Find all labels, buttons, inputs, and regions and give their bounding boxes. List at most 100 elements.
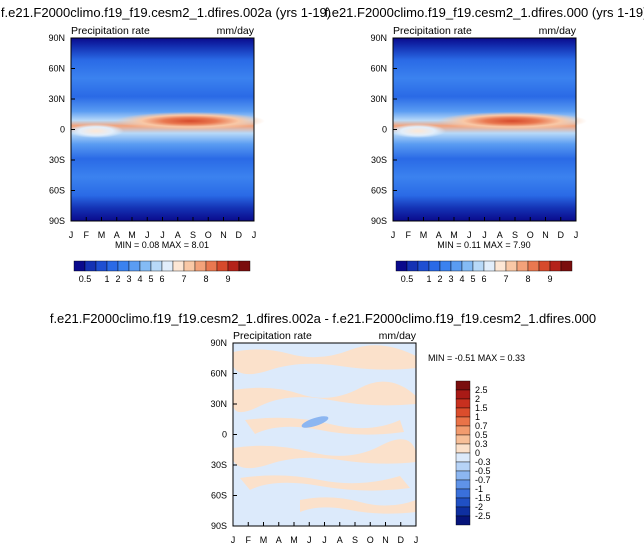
colorbar3-swatch bbox=[455, 461, 471, 472]
colorbar2-swatch bbox=[549, 260, 562, 272]
colorbar3-swatch bbox=[455, 434, 471, 445]
panel3-units: mm/day bbox=[379, 330, 417, 342]
colorbar1-swatch bbox=[84, 260, 97, 272]
colorbar3-swatch bbox=[455, 479, 471, 490]
panel2-itcz-band bbox=[437, 112, 587, 130]
panel1-x-tick-label: J bbox=[145, 230, 150, 240]
panel1-stats: MIN = 0.08 MAX = 8.01 bbox=[115, 240, 209, 250]
colorbar3-swatch bbox=[455, 506, 471, 517]
panel3-y-tick-label: 60N bbox=[210, 369, 227, 379]
panel2-title: f.e21.F2000climo.f19_f19.cesm2_1.dfires.… bbox=[324, 5, 644, 20]
colorbar3-label: 0.7 bbox=[475, 421, 488, 431]
colorbars: 0.5 1 2 3 4 5 6 7 8 9 0.5 1 2 3 4 5 6 7 8 92.521.510.70.50.… bbox=[73, 260, 573, 526]
colorbar3-label: 0 bbox=[475, 448, 480, 458]
panel3-positive-patches bbox=[232, 345, 416, 514]
colorbar3-label: 0.5 bbox=[475, 430, 488, 440]
colorbar3-label: -1.5 bbox=[475, 493, 491, 503]
panel2-x-tick-label: J bbox=[391, 230, 396, 240]
colorbar2-label: 0.5 bbox=[401, 274, 414, 284]
panel2-x-tick-label: O bbox=[527, 230, 534, 240]
panel1-x-tick-label: S bbox=[190, 230, 196, 240]
colorbar1-label: 2 bbox=[115, 274, 120, 284]
panel3-x-tick-label: O bbox=[367, 535, 374, 545]
panel3-x-tick-label: A bbox=[276, 535, 282, 545]
panel1-y-tick-label: 60N bbox=[48, 64, 65, 74]
colorbar2-label: 4 bbox=[459, 274, 464, 284]
colorbar3-swatch bbox=[455, 425, 471, 436]
colorbar1-swatch bbox=[238, 260, 251, 272]
colorbar2-swatch bbox=[516, 260, 529, 272]
panel1-warm-patch bbox=[68, 124, 124, 138]
panel2-y-tick-label: 60S bbox=[371, 186, 387, 196]
colorbar1-swatch bbox=[227, 260, 240, 272]
panel1-x-tick-label: N bbox=[220, 230, 227, 240]
colorbar3-swatch bbox=[455, 497, 471, 508]
colorbar2-swatch bbox=[560, 260, 573, 272]
colorbar2-label: 2 bbox=[437, 274, 442, 284]
colorbar1-label: 7 bbox=[181, 274, 186, 284]
panel3-y-tick-label: 60S bbox=[211, 491, 227, 501]
colorbar3-swatch bbox=[455, 488, 471, 499]
colorbar2-swatch bbox=[439, 260, 452, 272]
colorbar3-label: -0.3 bbox=[475, 457, 491, 467]
panel1-x-tick-label: F bbox=[84, 230, 90, 240]
colorbar3-swatch bbox=[455, 380, 471, 391]
colorbar3-label: -1 bbox=[475, 484, 483, 494]
panel1-y-tick-label: 60S bbox=[49, 186, 65, 196]
panel1-x-tick-label: A bbox=[175, 230, 181, 240]
panel1-units: mm/day bbox=[217, 25, 255, 37]
colorbar3-label: 1 bbox=[475, 412, 480, 422]
panel2-x-tick-label: J bbox=[482, 230, 487, 240]
colorbar1-swatch bbox=[205, 260, 218, 272]
colorbar1-swatch bbox=[106, 260, 119, 272]
panel3-y-tick-label: 90N bbox=[210, 338, 227, 348]
panel3-y-tick-label: 0 bbox=[222, 430, 227, 440]
colorbar1-swatch bbox=[128, 260, 141, 272]
panel3-x-tick-label: M bbox=[290, 535, 298, 545]
panel3-left-label: Precipitation rate bbox=[233, 330, 312, 342]
panel2-left-label: Precipitation rate bbox=[393, 25, 472, 37]
panel1-x-tick-label: J bbox=[160, 230, 165, 240]
panel2-x-tick-label: N bbox=[542, 230, 549, 240]
panel2-x-tick-label: S bbox=[512, 230, 518, 240]
panel3-title: f.e21.F2000climo.f19_f19.cesm2_1.dfires.… bbox=[50, 311, 596, 326]
panel2-x-tick-label: F bbox=[406, 230, 412, 240]
colorbar3-swatch bbox=[455, 416, 471, 427]
panel2-x-tick-label: M bbox=[450, 230, 458, 240]
panel2-x-tick-label: J bbox=[574, 230, 579, 240]
colorbar1-swatch bbox=[117, 260, 130, 272]
colorbar3-swatch bbox=[455, 515, 471, 526]
colorbar3-swatch bbox=[455, 398, 471, 409]
colorbar2-swatch bbox=[527, 260, 540, 272]
panel3-x-tick-label: S bbox=[352, 535, 358, 545]
colorbar1-label: 3 bbox=[126, 274, 131, 284]
panel1-y-tick-label: 90N bbox=[48, 33, 65, 43]
panel2-y-tick-label: 60N bbox=[370, 64, 387, 74]
colorbar1-swatch bbox=[161, 260, 174, 272]
panel1-plot: Precipitation rate mm/day bbox=[68, 25, 265, 222]
panel2-stats: MIN = 0.11 MAX = 7.90 bbox=[437, 240, 530, 250]
panel2-y-tick-label: 0 bbox=[382, 125, 387, 135]
colorbar3-label: 0.3 bbox=[475, 439, 488, 449]
panel3-plot: Precipitation rate mm/day MIN = -0.51 MA… bbox=[232, 330, 525, 527]
panel2-x-tick-label: A bbox=[497, 230, 503, 240]
panel1-left-label: Precipitation rate bbox=[71, 25, 150, 37]
panel3-x-tick-label: A bbox=[337, 535, 343, 545]
panel2-x-tick-label: J bbox=[467, 230, 472, 240]
colorbar2-label: 7 bbox=[503, 274, 508, 284]
panel1-x-tick-label: D bbox=[236, 230, 243, 240]
panel1-x-tick-label: M bbox=[128, 230, 136, 240]
colorbar3-swatch bbox=[455, 452, 471, 463]
colorbar2-swatch bbox=[538, 260, 551, 272]
panel3-x-tick-label: M bbox=[260, 535, 268, 545]
colorbar3-label: 1.5 bbox=[475, 403, 488, 413]
panel3-y-tick-label: 90S bbox=[211, 521, 227, 531]
panel3-negative-patch bbox=[301, 416, 329, 428]
colorbar2-swatch bbox=[417, 260, 430, 272]
colorbar1-label: 1 bbox=[104, 274, 109, 284]
colorbar3-label: 2.5 bbox=[475, 385, 488, 395]
colorbar1-label: 4 bbox=[137, 274, 142, 284]
colorbar1-swatch bbox=[139, 260, 152, 272]
